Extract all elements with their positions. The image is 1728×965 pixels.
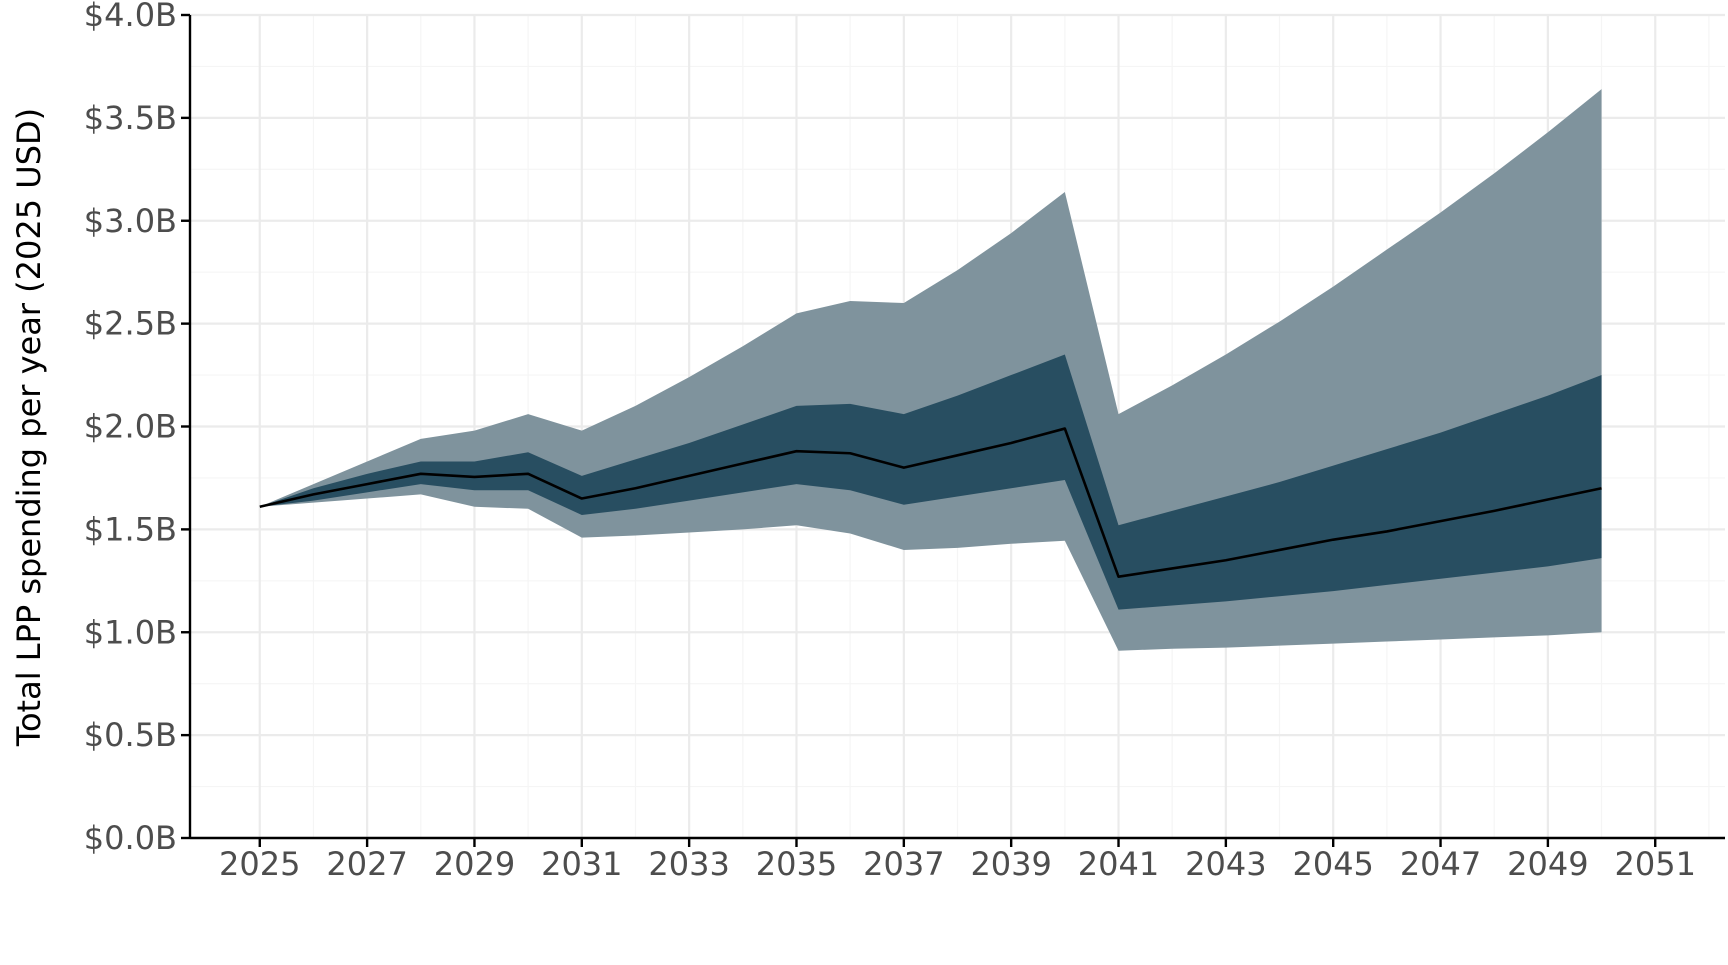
y-tick-label: $0.5B [84,716,177,754]
y-tick-label: $2.5B [84,305,177,343]
x-tick-label: 2033 [648,845,729,883]
y-tick-label: $4.0B [84,0,177,34]
x-tick-label: 2031 [541,845,622,883]
x-tick-label: 2025 [219,845,300,883]
y-axis-tick-labels: $0.0B $0.5B $1.0B $1.5B $2.0B $2.5B $3.0B $3.5B… [84,0,177,857]
x-tick-label: 2035 [756,845,837,883]
x-tick-label: 2049 [1507,845,1588,883]
x-tick-label: 2043 [1185,845,1266,883]
y-tick-label: $2.0B [84,408,177,446]
median-line [259,427,1602,579]
x-tick-label: 2047 [1400,845,1481,883]
x-tick-label: 2051 [1615,845,1696,883]
inner-uncertainty-band [259,354,1602,610]
y-axis-title: Total LPP spending per year (2025 USD) [10,108,48,747]
x-tick-label: 2027 [326,845,407,883]
y-tick-label: $0.0B [84,819,177,857]
x-tick-label: 2029 [434,845,515,883]
y-tick-label: $1.5B [84,510,177,548]
y-tick-label: $1.0B [84,613,177,651]
x-tick-label: 2039 [970,845,1051,883]
x-tick-label: 2037 [863,845,944,883]
x-tick-label: 2041 [1078,845,1159,883]
median-line-group [259,427,1602,579]
y-tick-label: $3.5B [84,99,177,137]
y-tick-label: $3.0B [84,202,177,240]
x-tick-label: 2045 [1292,845,1373,883]
axes [181,13,1725,847]
uncertainty-bands [259,89,1602,651]
x-axis-tick-labels: 2025 2027 2029 2031 2033 2035 2037 2039 2041 2043… [219,845,1696,883]
